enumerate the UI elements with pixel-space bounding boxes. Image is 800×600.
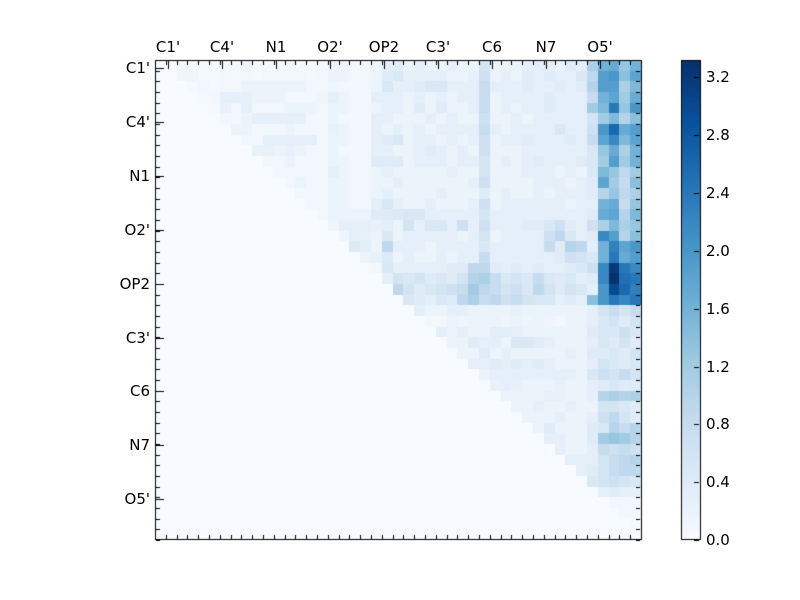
x-tick-label-C4p: C4' xyxy=(209,38,235,56)
colorbar-tick-label-0.8: 0.8 xyxy=(706,415,730,434)
y-tick-label-N7: N7 xyxy=(129,436,150,455)
y-tick-label-C6: C6 xyxy=(129,382,150,401)
colorbar-tick-label-0.0: 0.0 xyxy=(706,531,730,549)
colorbar-tick-label-1.6: 1.6 xyxy=(706,299,730,318)
x-tick-label-N1: N1 xyxy=(265,38,287,56)
y-tick-label-OP2: OP2 xyxy=(119,274,150,293)
x-tick-label-C6: C6 xyxy=(481,38,503,56)
x-tick-label-OP2: OP2 xyxy=(368,38,400,56)
colorbar-tick-label-2.4: 2.4 xyxy=(706,184,730,202)
y-tick-label-O2p: O2' xyxy=(124,220,150,239)
x-tick-label-O5p: O5' xyxy=(587,38,613,56)
x-tick-label-C3p: C3' xyxy=(425,38,451,56)
y-tick-label-C3p: C3' xyxy=(125,328,150,347)
y-tick-label-C1p: C1' xyxy=(125,59,150,77)
x-tick-label-O2p: O2' xyxy=(317,38,343,56)
y-tick-label-C4p: C4' xyxy=(125,112,150,131)
x-tick-label-C1p: C1' xyxy=(155,38,181,56)
y-tick-label-N1: N1 xyxy=(129,166,150,185)
colorbar-tick-label-2.8: 2.8 xyxy=(706,126,730,145)
colorbar-tick-label-2.0: 2.0 xyxy=(706,241,730,260)
y-tick-label-O5p: O5' xyxy=(124,490,150,509)
colorbar-tick-label-3.2: 3.2 xyxy=(706,68,730,87)
x-tick-label-N7: N7 xyxy=(535,38,557,56)
colorbar-tick-label-0.4: 0.4 xyxy=(706,473,730,492)
colorbar-tick-label-1.2: 1.2 xyxy=(706,357,730,376)
